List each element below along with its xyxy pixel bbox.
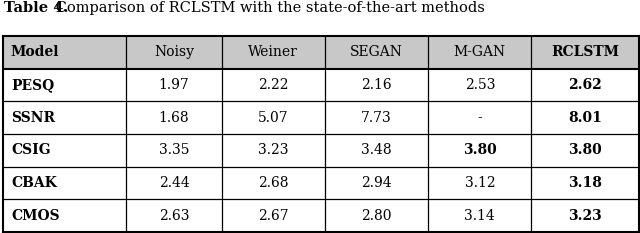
Text: 3.80: 3.80 xyxy=(463,143,497,157)
Text: 7.73: 7.73 xyxy=(361,111,392,125)
Text: 2.53: 2.53 xyxy=(465,78,495,92)
Text: M-GAN: M-GAN xyxy=(454,45,506,59)
Text: 3.48: 3.48 xyxy=(361,143,392,157)
Text: 2.16: 2.16 xyxy=(361,78,392,92)
Text: Weiner: Weiner xyxy=(248,45,298,59)
Text: RCLSTM: RCLSTM xyxy=(551,45,619,59)
Text: -: - xyxy=(477,111,482,125)
Text: 2.67: 2.67 xyxy=(258,209,289,223)
Text: Model: Model xyxy=(11,45,60,59)
Text: 2.80: 2.80 xyxy=(362,209,392,223)
Text: 3.80: 3.80 xyxy=(568,143,602,157)
Text: 8.01: 8.01 xyxy=(568,111,602,125)
Text: Table 4.: Table 4. xyxy=(4,1,69,15)
Text: 2.62: 2.62 xyxy=(568,78,602,92)
Text: 3.23: 3.23 xyxy=(258,143,289,157)
Text: 2.22: 2.22 xyxy=(258,78,289,92)
Text: 3.23: 3.23 xyxy=(568,209,602,223)
Text: 1.68: 1.68 xyxy=(159,111,189,125)
Text: 1.97: 1.97 xyxy=(159,78,189,92)
Text: 3.14: 3.14 xyxy=(465,209,495,223)
Text: Comparison of RCLSTM with the state-of-the-art methods: Comparison of RCLSTM with the state-of-t… xyxy=(51,1,484,15)
Text: 3.35: 3.35 xyxy=(159,143,189,157)
Text: Noisy: Noisy xyxy=(154,45,194,59)
Text: CBAK: CBAK xyxy=(11,176,57,190)
Text: 3.12: 3.12 xyxy=(465,176,495,190)
Text: CMOS: CMOS xyxy=(11,209,60,223)
Text: 2.68: 2.68 xyxy=(258,176,289,190)
Text: 3.18: 3.18 xyxy=(568,176,602,190)
Text: PESQ: PESQ xyxy=(11,78,54,92)
Text: 2.63: 2.63 xyxy=(159,209,189,223)
Text: SSNR: SSNR xyxy=(11,111,55,125)
Text: CSIG: CSIG xyxy=(11,143,51,157)
Text: SEGAN: SEGAN xyxy=(350,45,403,59)
Text: 2.44: 2.44 xyxy=(159,176,189,190)
Text: 2.94: 2.94 xyxy=(361,176,392,190)
Text: 5.07: 5.07 xyxy=(258,111,289,125)
